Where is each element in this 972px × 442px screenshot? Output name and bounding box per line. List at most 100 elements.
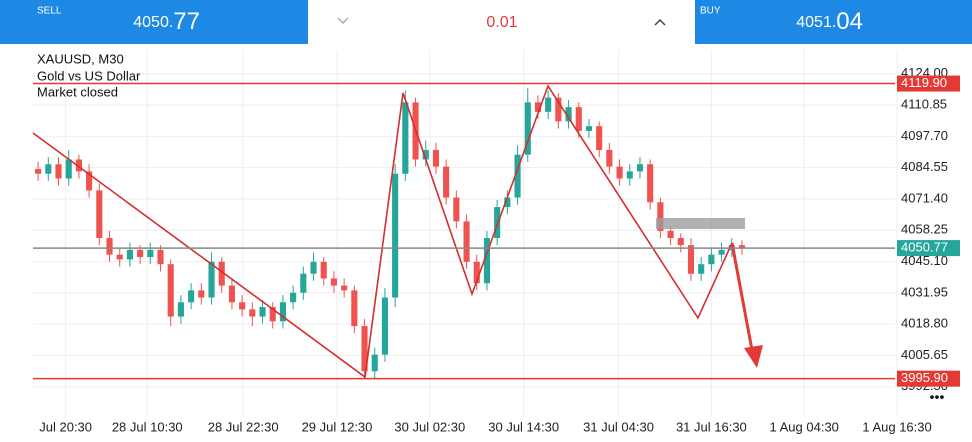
y-tick-label: 4005.65 [901,347,948,362]
candle-body [330,278,337,286]
x-tick-label: 30 Jul 14:30 [488,419,559,434]
y-tick-label: 4031.95 [901,284,948,299]
y-tick-label: 4110.85 [901,97,947,112]
candle-body [483,238,491,284]
x-tick-label: 31 Jul 04:30 [583,419,654,434]
candle-body [422,149,429,160]
candle-body [279,302,286,322]
trend-lines [32,84,733,379]
buy-price: 4051.04 [796,8,863,35]
y-tick-label: 4018.80 [901,316,948,331]
candle-body [687,245,695,274]
chevron-up[interactable] [654,18,666,26]
candle-body [269,307,276,322]
sell-price: 4050.77 [133,8,200,35]
zone-box [656,218,745,229]
candle-body [616,166,623,179]
candle-body [657,202,664,231]
candle-body [738,245,746,249]
arrow-head [744,345,763,368]
candle-body [341,285,348,291]
chevron-down[interactable] [337,17,349,25]
more-menu[interactable]: ••• [930,389,945,405]
levels: 4119.90 3995.90 4050.77 [33,75,960,387]
candle-body [647,164,654,203]
candle-body [116,254,123,260]
candle-body [504,197,511,208]
candle-body [310,261,317,274]
y-tick-label: 4058.25 [901,222,948,237]
price-level-label: 4050.77 [901,240,948,255]
candle-body [555,97,562,122]
candle-body [167,264,174,317]
candle-body [534,102,542,112]
candle-body [228,285,235,303]
price-level-tag [897,240,960,257]
price-level-label: 4119.90 [901,75,947,90]
candle-body [239,302,246,310]
candle-body [96,190,103,239]
candle-body [35,168,42,174]
x-tick-label: 31 Jul 16:30 [676,419,747,434]
candle-body [677,238,684,246]
candle-body [188,290,195,303]
candle-body [137,249,144,258]
candle-body [494,207,501,239]
buy-button[interactable] [695,0,972,44]
candle-body [453,197,460,222]
candle-body [361,326,368,372]
candle-body [177,302,184,317]
candle-body [290,292,297,303]
candles [35,88,746,379]
grid: 4124.004110.854097.704084.554071.404058.… [33,50,948,434]
candle-body [86,171,93,191]
candle-body [585,126,593,131]
symbol-description: Gold vs US Dollar [37,68,141,83]
x-tick-label: 1 Aug 16:30 [862,419,931,434]
market-status: Market closed [37,84,118,99]
candle-body [157,249,164,265]
candle-body [65,159,72,179]
candle-body [45,164,52,174]
buy-price-main: 4051. [796,14,836,31]
y-tick-label: 4071.40 [901,190,948,205]
candle-body [718,249,725,255]
candle-body [351,290,358,327]
x-tick-label: Jul 20:30 [39,419,92,434]
price-level-tag [897,370,960,387]
candle-body [402,102,409,174]
candle-body [698,264,705,274]
sell-button[interactable] [0,0,308,44]
candle-body [218,261,225,286]
candle-body [667,230,674,239]
candle-body [75,159,82,172]
candle-body [106,238,113,255]
candle-body [198,290,205,298]
sell-price-main: 4050. [133,14,173,31]
candle-body [596,126,603,150]
buy-label: BUY [700,6,721,17]
symbol: XAUUSD, M30 [37,51,124,66]
candle-body [524,102,531,155]
sell-label: SELL [37,6,62,17]
candle-body [300,273,307,293]
candle-body [565,107,572,122]
y-tick-label: 4045.10 [901,253,948,268]
candle-body [147,249,154,258]
candle-body [249,309,256,317]
x-tick-label: 1 Aug 04:30 [770,419,839,434]
candle-body [636,164,644,172]
spread: 0.01 [486,14,517,31]
candle-body [545,97,552,112]
candle-body [463,221,470,262]
candle-body [259,307,266,317]
y-tick-label: 4097.70 [901,128,948,143]
candle-body [606,149,613,167]
price-level-label: 3995.90 [901,370,948,385]
x-tick-label: 29 Jul 12:30 [302,419,373,434]
sell-price-big: 77 [173,8,200,35]
buy-price-big: 04 [836,8,863,35]
candle-body [473,261,480,284]
